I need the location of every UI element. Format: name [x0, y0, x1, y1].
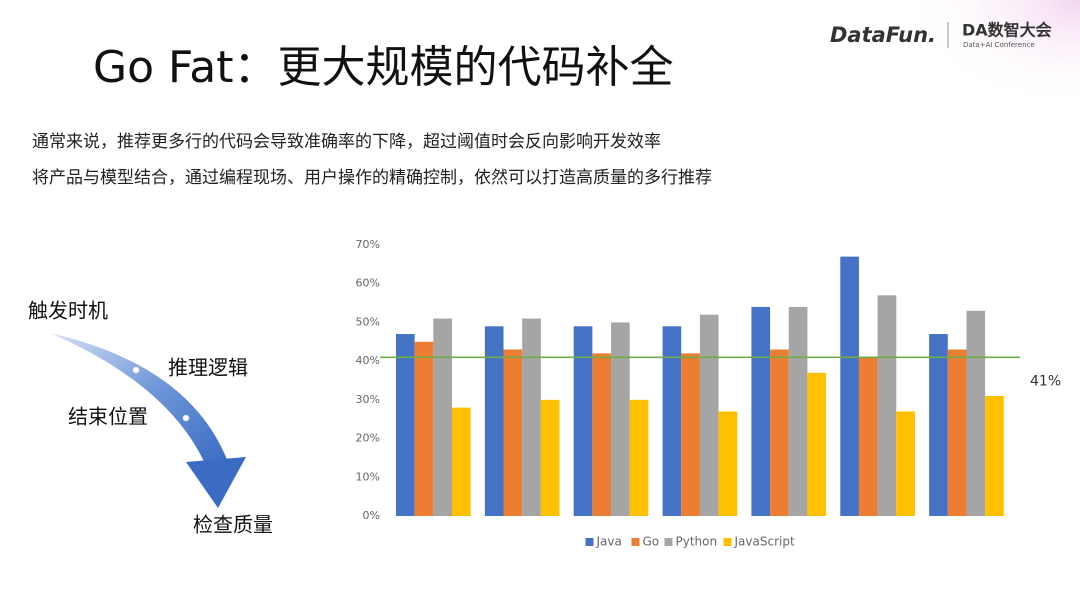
y-tick-label: 60% — [356, 277, 380, 290]
bar — [681, 353, 700, 516]
badge: DA数智大会 — [962, 21, 1052, 40]
legend-swatch — [664, 538, 673, 546]
y-tick-label: 40% — [356, 354, 380, 367]
bar — [540, 399, 560, 516]
bar — [858, 357, 878, 516]
bar — [611, 322, 630, 516]
flow-arrow-head — [186, 457, 246, 508]
bar — [788, 306, 808, 516]
bar — [414, 341, 434, 516]
reference-label: 41% — [1030, 373, 1061, 389]
flow-step: 检查质量 — [193, 513, 273, 537]
badge-sub: Data+AI Conference — [963, 41, 1035, 49]
legend-label: Python — [676, 535, 718, 549]
y-tick-label: 0% — [363, 509, 380, 522]
flow-step: 推理逻辑 — [168, 356, 248, 380]
bar — [947, 349, 967, 516]
y-tick-label: 30% — [356, 393, 380, 406]
y-tick-label: 70% — [356, 238, 380, 251]
legend-swatch — [631, 538, 640, 546]
bar — [662, 326, 682, 516]
bar — [592, 353, 612, 516]
bar — [840, 256, 859, 516]
flow-dot — [132, 366, 140, 374]
bar — [966, 310, 986, 516]
corner-glow — [900, 0, 1080, 110]
bar — [929, 334, 948, 516]
bar — [629, 399, 649, 516]
y-tick-label: 50% — [356, 315, 380, 328]
bar — [503, 349, 523, 516]
bar — [807, 372, 827, 516]
bar — [896, 411, 915, 516]
legend-swatch — [585, 538, 594, 546]
bar — [699, 314, 719, 516]
legend-label: Go — [643, 535, 660, 549]
bar — [396, 334, 415, 516]
flow-step: 触发时机 — [28, 299, 108, 323]
bar — [522, 318, 541, 516]
bar — [751, 306, 771, 516]
flow-dot — [182, 414, 190, 422]
bar — [484, 326, 504, 516]
bar — [770, 349, 789, 516]
flow-arrow — [50, 333, 228, 466]
legend-swatch — [723, 538, 732, 546]
legend-label: Java — [596, 535, 622, 549]
slide-title: Go Fat：更大规模的代码补全 — [93, 42, 674, 93]
bar — [877, 295, 897, 516]
bar — [718, 411, 738, 516]
bar — [451, 407, 471, 516]
bar — [433, 318, 452, 516]
bar — [985, 395, 1004, 516]
bullet: 通常来说，推荐更多行的代码会导致准确率的下降，超过阈值时会反向影响开发效率 — [32, 132, 661, 152]
y-tick-label: 20% — [356, 432, 380, 445]
logo: DataFun. — [830, 23, 936, 47]
legend-label: JavaScript — [734, 535, 795, 549]
bullet: 将产品与模型结合，通过编程现场、用户操作的精确控制，依然可以打造高质量的多行推荐 — [32, 168, 712, 188]
y-tick-label: 10% — [356, 470, 380, 483]
flow-step: 结束位置 — [68, 405, 148, 429]
bar — [573, 326, 593, 516]
